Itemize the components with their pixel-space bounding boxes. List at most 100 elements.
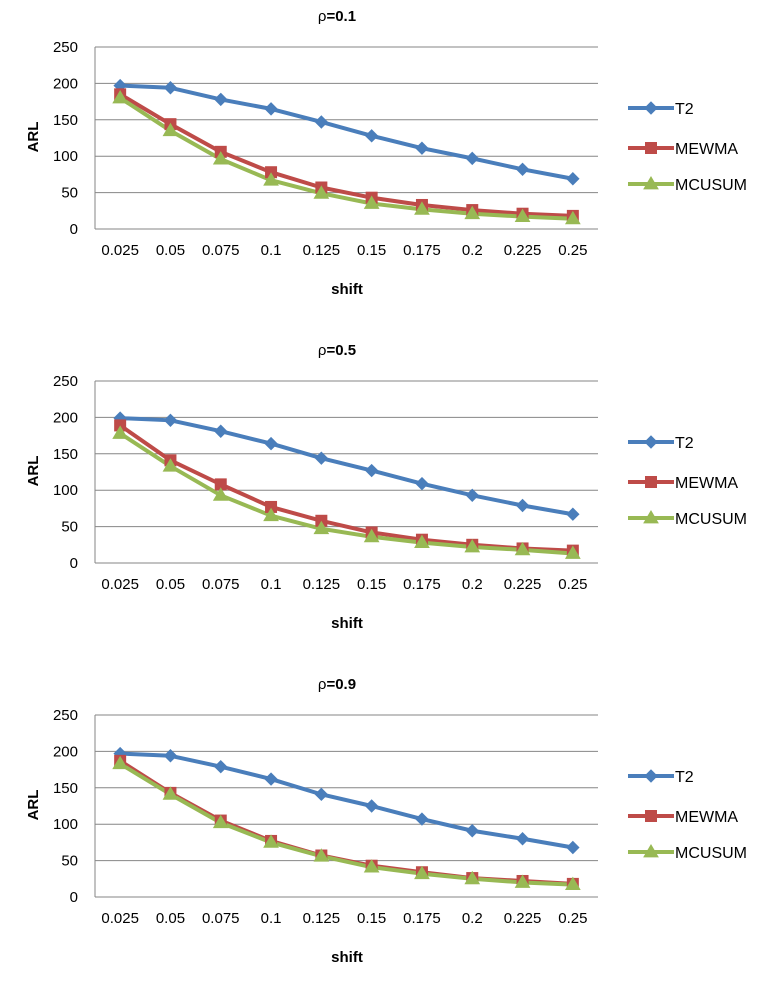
legend-marker-t2: [644, 101, 658, 115]
series-line-mcusum: [119, 762, 573, 887]
chart-title: ρ=0.1: [318, 8, 356, 25]
data-point-t2: [214, 92, 228, 107]
data-point-t2: [264, 102, 278, 116]
y-tick-label: 100: [53, 816, 78, 833]
x-tick-label: 0.05: [156, 576, 185, 593]
x-tick-label: 0.175: [403, 910, 441, 927]
data-point-mcusum: [414, 201, 430, 215]
y-tick-label: 50: [61, 519, 78, 536]
legend-label-mcusum: MCUSUM: [675, 845, 747, 862]
x-tick-label: 0.125: [303, 910, 341, 927]
x-tick-label: 0.075: [202, 242, 240, 259]
y-tick-label: 250: [53, 373, 78, 390]
x-tick-label: 0.225: [504, 576, 542, 593]
y-tick-label: 200: [53, 75, 78, 92]
data-point-t2: [465, 824, 479, 838]
data-point-t2: [415, 141, 429, 155]
chart-title: ρ=0.5: [318, 342, 356, 359]
data-point-mcusum: [514, 541, 531, 556]
chart-title-value: =0.5: [326, 342, 356, 359]
chart-title-symbol: ρ: [318, 8, 327, 25]
y-tick-label: 200: [53, 743, 78, 760]
y-tick-label: 250: [53, 39, 78, 56]
legend-marker-t2: [644, 769, 658, 783]
legend: T2 MEWMA MCUSUM: [628, 435, 747, 528]
data-point-mcusum: [313, 520, 330, 535]
data-point-t2: [214, 759, 228, 774]
legend-marker-mewma: [645, 476, 657, 488]
x-tick-label: 0.25: [558, 242, 587, 259]
x-tick-label: 0.2: [462, 576, 483, 593]
data-point-t2: [415, 476, 429, 491]
x-tick-label: 0.025: [101, 910, 139, 927]
y-tick-label: 100: [53, 148, 78, 165]
y-tick-label: 0: [70, 889, 78, 906]
y-axis-label: ARL: [25, 122, 42, 153]
y-tick-label: 150: [53, 446, 78, 463]
y-axis-label: ARL: [25, 456, 42, 487]
x-tick-label: 0.175: [403, 576, 441, 593]
data-point-t2: [314, 115, 329, 129]
plot-area: [112, 78, 581, 225]
chart-rho-0-5: ρ=0.5 0 50 100 150 200 250 0.025 0.05 0.075 0.1 0.1…: [0, 334, 769, 668]
chart-title-symbol: ρ: [318, 676, 327, 693]
legend-label-t2: T2: [675, 101, 694, 118]
data-point-t2: [415, 812, 429, 826]
data-point-mcusum: [162, 786, 179, 800]
x-tick-label: 0.125: [303, 242, 341, 259]
x-tick-label: 0.05: [156, 910, 185, 927]
data-point-mcusum: [414, 534, 430, 549]
data-point-mcusum: [212, 814, 229, 829]
x-tick-label: 0.225: [504, 242, 542, 259]
y-tick-label: 250: [53, 707, 78, 724]
chart-svg: ρ=0.5 0 50 100 150 200 250 0.025 0.05 0.075 0.1 0.1…: [25, 342, 747, 632]
series-line-t2: [120, 416, 574, 517]
legend-marker-mcusum: [643, 510, 659, 524]
x-tick-label: 0.125: [303, 576, 341, 593]
data-point-mcusum: [263, 834, 279, 848]
legend-marker-mcusum: [643, 176, 659, 190]
x-tick-label: 0.2: [462, 242, 483, 259]
legend-label-mcusum: MCUSUM: [675, 177, 747, 194]
plot-area: [112, 746, 581, 891]
x-tick-label: 0.025: [101, 242, 139, 259]
data-point-t2: [465, 151, 479, 166]
data-point-t2: [566, 840, 580, 855]
legend: T2 MEWMA MCUSUM: [628, 769, 747, 862]
data-point-t2: [515, 832, 530, 846]
y-tick-label: 0: [70, 555, 78, 572]
data-point-mcusum: [263, 507, 279, 522]
data-point-t2: [566, 507, 580, 521]
data-point-t2: [264, 436, 278, 451]
data-point-mcusum: [112, 89, 129, 104]
legend-label-mcusum: MCUSUM: [675, 511, 747, 528]
data-point-mcusum: [414, 865, 430, 880]
x-axis-label: shift: [331, 615, 363, 632]
plot-area: [112, 411, 581, 559]
data-point-mcusum: [162, 122, 179, 137]
series-line-mcusum: [119, 431, 573, 556]
data-point-mcusum: [464, 205, 481, 220]
chart-svg: ρ=0.9 0 50 100 150 200 250 0.025 0.05 0.075 0.1 0.1…: [25, 676, 747, 966]
x-tick-label: 0.075: [202, 576, 240, 593]
x-tick-label: 0.15: [357, 576, 386, 593]
x-axis-label: shift: [331, 949, 363, 966]
data-point-mcusum: [112, 755, 129, 770]
legend-label-t2: T2: [675, 769, 694, 786]
chart-title-value: =0.1: [326, 8, 356, 25]
y-tick-label: 0: [70, 221, 78, 238]
data-point-mcusum: [313, 185, 330, 199]
x-tick-label: 0.05: [156, 242, 185, 259]
x-tick-label: 0.175: [403, 242, 441, 259]
data-point-t2: [515, 162, 530, 177]
chart-rho-0-1: ρ=0.1 0 50 100 150 200 250 0.025 0.05 0.075 0.1 0.1…: [0, 0, 769, 334]
chart-svg: ρ=0.1 0 50 100 150 200 250 0.025 0.05 0.075 0.1 0.1…: [25, 8, 747, 298]
data-point-t2: [314, 787, 329, 802]
data-point-t2: [163, 81, 178, 95]
y-tick-label: 200: [53, 409, 78, 426]
legend-marker-mewma: [645, 810, 657, 822]
chart-rho-0-9: ρ=0.9 0 50 100 150 200 250 0.025 0.05 0.075 0.1 0.1…: [0, 668, 769, 1002]
data-point-mcusum: [564, 210, 581, 225]
x-tick-label: 0.1: [261, 242, 282, 259]
data-point-t2: [163, 413, 178, 428]
